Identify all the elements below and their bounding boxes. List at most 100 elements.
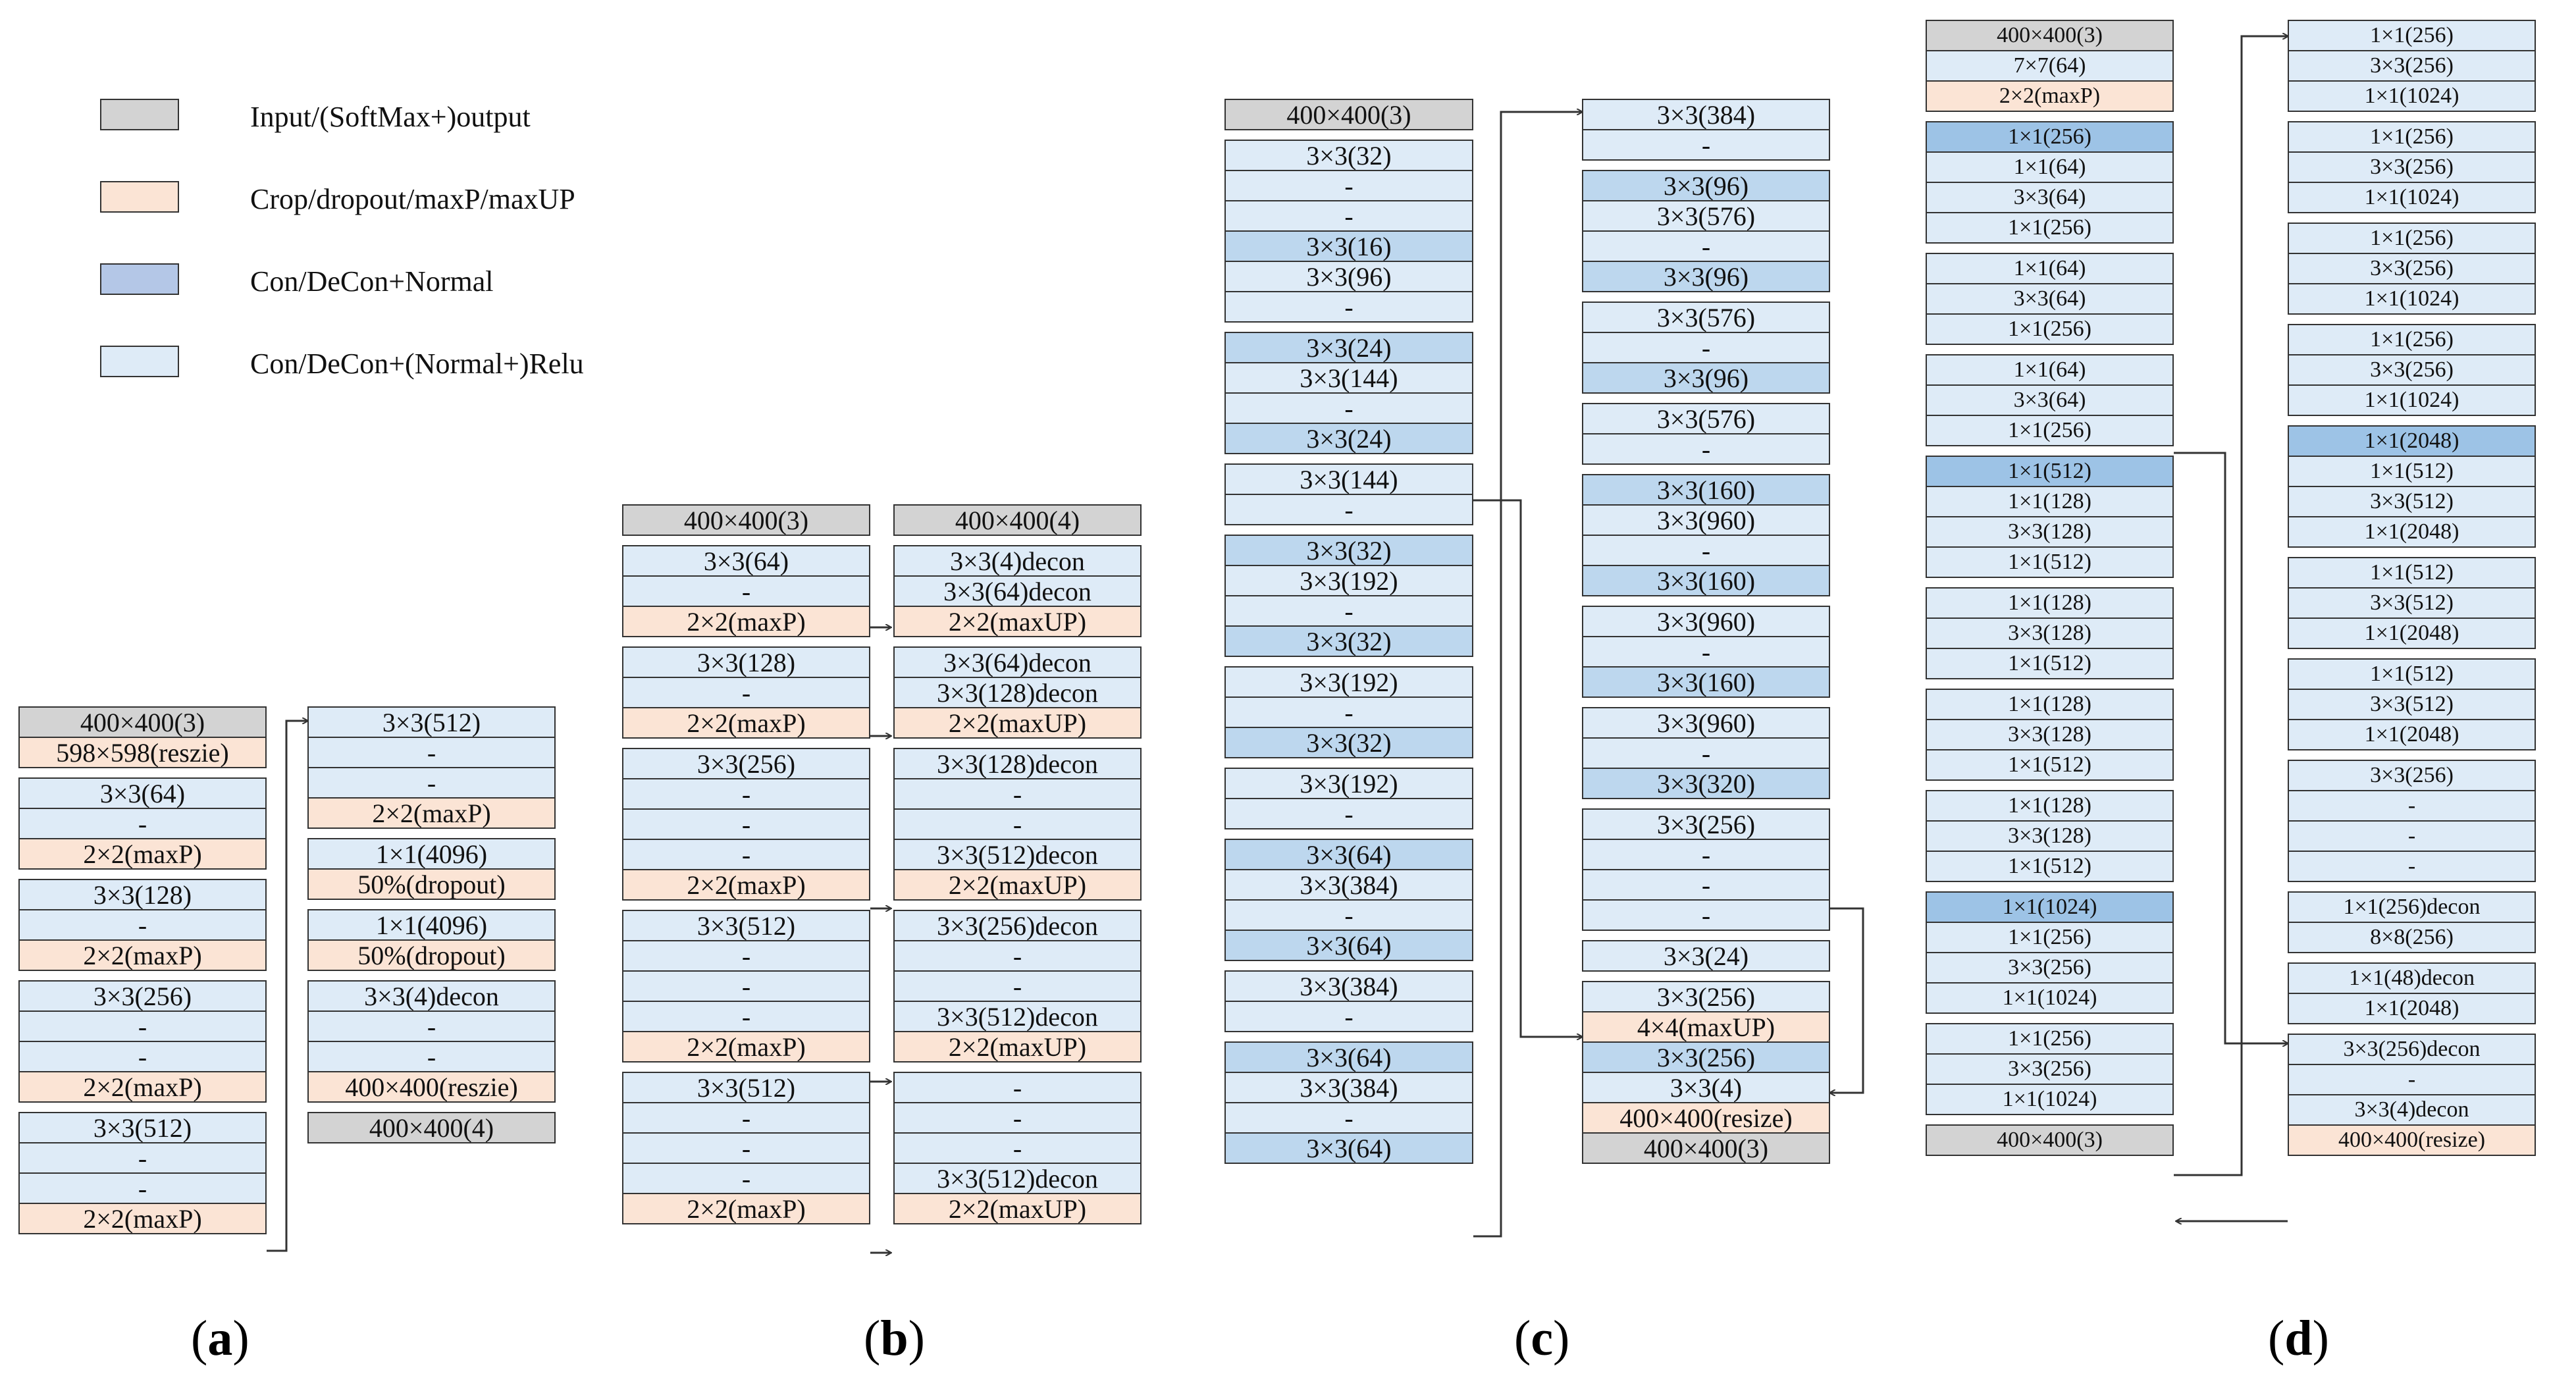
block-gap [2288, 953, 2536, 962]
layer-cell: 400×400(3) [1582, 1132, 1830, 1164]
block-gap [1926, 781, 2174, 790]
layer-cell: - [893, 970, 1142, 1002]
layer-cell: 3×3(64) [1224, 1132, 1473, 1164]
layer-cell: - [1582, 433, 1830, 465]
layer-cell: 3×3(192) [1224, 565, 1473, 596]
layer-cell: 3×3(24) [1582, 940, 1830, 972]
block-gap [1582, 465, 1830, 474]
layer-cell: 3×3(256) [1926, 1053, 2174, 1085]
layer-cell: 2×2(maxUP) [893, 869, 1142, 901]
layer-cell: 3×3(160) [1582, 474, 1830, 506]
layer-cell: - [1224, 899, 1473, 931]
block-gap [1224, 758, 1473, 768]
layer-cell: 1×1(256) [2288, 324, 2536, 355]
column-a1: 400×400(3) 598×598(reszie) 3×3(64) -2×2(max… [18, 706, 267, 1234]
block-gap [1926, 112, 2174, 121]
layer-cell: - [1224, 494, 1473, 525]
layer-cell: 3×3(128) [18, 879, 267, 910]
layer-cell: 3×3(512) [18, 1112, 267, 1143]
layer-cell: - [622, 575, 870, 607]
layer-cell: - [18, 909, 267, 941]
layer-cell: 3×3(192) [1224, 666, 1473, 698]
layer-cell: 3×3(24) [1224, 332, 1473, 363]
layer-cell: 3×3(256) [2288, 354, 2536, 386]
layer-cell: - [622, 1132, 870, 1164]
layer-cell: 2×2(maxP) [622, 1193, 870, 1224]
layer-cell: 400×400(3) [1926, 20, 2174, 51]
layer-cell: - [1224, 798, 1473, 829]
layer-cell: 1×1(512) [2288, 658, 2536, 690]
layer-cell: - [1582, 839, 1830, 870]
block-gap [1926, 446, 2174, 456]
layer-cell: 1×1(512) [2288, 557, 2536, 589]
layer-cell: - [307, 737, 556, 768]
layer-cell: 3×3(256) [18, 980, 267, 1012]
connector-d-skip [2174, 452, 2288, 1043]
layer-cell: - [893, 1132, 1142, 1164]
layer-cell: 3×3(160) [1582, 666, 1830, 698]
block-gap [1224, 829, 1473, 839]
layer-cell: 1×1(256) [1926, 1023, 2174, 1055]
column-d2: 1×1(256) 3×3(256) 1×1(1024) 1×1(256) 3×3(256… [2288, 20, 2536, 1156]
layer-cell: 3×3(64)decon [893, 575, 1142, 607]
layer-cell: 3×3(64) [1224, 1041, 1473, 1073]
layer-cell: - [2288, 851, 2536, 882]
layer-cell: 3×3(64)decon [893, 646, 1142, 678]
layer-cell: - [1582, 535, 1830, 566]
legend-label-input: Input/(SoftMax+)output [250, 101, 531, 133]
layer-cell: 400×400(resize) [1582, 1102, 1830, 1134]
layer-cell: 3×3(256) [2288, 760, 2536, 791]
layer-cell: 3×3(960) [1582, 504, 1830, 536]
layer-cell: 3×3(128)decon [893, 677, 1142, 708]
layer-cell: 3×3(384) [1224, 869, 1473, 901]
layer-cell: - [1224, 696, 1473, 728]
column-c1: 400×400(3) 3×3(32) - -3×3(16) 3×3(96) -3×3(24… [1224, 99, 1473, 1164]
layer-cell: 1×1(2048) [2288, 617, 2536, 649]
layer-cell: - [1224, 200, 1473, 232]
layer-cell: 2×2(maxP) [622, 1031, 870, 1063]
layer-cell: 1×1(2048) [2288, 993, 2536, 1024]
block-gap [1926, 679, 2174, 689]
block-gap [2288, 548, 2536, 557]
layer-cell: 2×2(maxP) [622, 707, 870, 739]
layer-cell: 1×1(128) [1926, 486, 2174, 517]
layer-cell: 3×3(4) [1582, 1072, 1830, 1103]
layer-cell: - [1582, 129, 1830, 161]
layer-cell: - [2288, 1064, 2536, 1095]
layer-cell: 400×400(3) [18, 706, 267, 738]
layer-cell: 1×1(256)decon [2288, 891, 2536, 923]
layer-cell: 3×3(128)decon [893, 748, 1142, 779]
layer-cell: 3×3(512)decon [893, 1001, 1142, 1032]
block-gap [1582, 972, 1830, 981]
layer-cell: - [622, 970, 870, 1002]
column-b1: 400×400(3) 3×3(64) -2×2(maxP) 3×3(128) -2×2(… [622, 504, 870, 1224]
layer-cell: 3×3(512) [2288, 587, 2536, 619]
layer-cell: - [893, 808, 1142, 840]
layer-cell: 1×1(512) [1926, 546, 2174, 578]
layer-cell: 3×3(256) [1582, 981, 1830, 1012]
layer-cell: 1×1(256) [2288, 223, 2536, 254]
block-gap [18, 768, 267, 777]
layer-cell: - [1582, 636, 1830, 668]
layer-cell: 1×1(128) [1926, 790, 2174, 822]
block-gap [307, 1103, 556, 1112]
layer-cell: 1×1(256) [1926, 121, 2174, 153]
connector-c-up [1830, 907, 1864, 1093]
block-gap [1582, 161, 1830, 170]
column-b2: 400×400(4) 3×3(4)decon 3×3(64)decon 2×2(max… [893, 504, 1142, 1224]
layer-cell: 3×3(576) [1582, 200, 1830, 232]
block-gap [2288, 1024, 2536, 1034]
block-gap [893, 1063, 1142, 1072]
panel-label-a: (a) [191, 1311, 250, 1366]
layer-cell: - [1582, 230, 1830, 262]
block-gap [893, 901, 1142, 910]
layer-cell: - [18, 1142, 267, 1174]
layer-cell: 598×598(reszie) [18, 737, 267, 768]
legend-swatch-crop [100, 181, 179, 213]
layer-cell: 3×3(4)decon [307, 980, 556, 1012]
layer-cell: 3×3(128) [1926, 617, 2174, 649]
layer-cell: 3×3(4)decon [2288, 1094, 2536, 1126]
block-gap [622, 637, 870, 646]
layer-cell: 1×1(4096) [307, 838, 556, 870]
block-gap [18, 870, 267, 879]
